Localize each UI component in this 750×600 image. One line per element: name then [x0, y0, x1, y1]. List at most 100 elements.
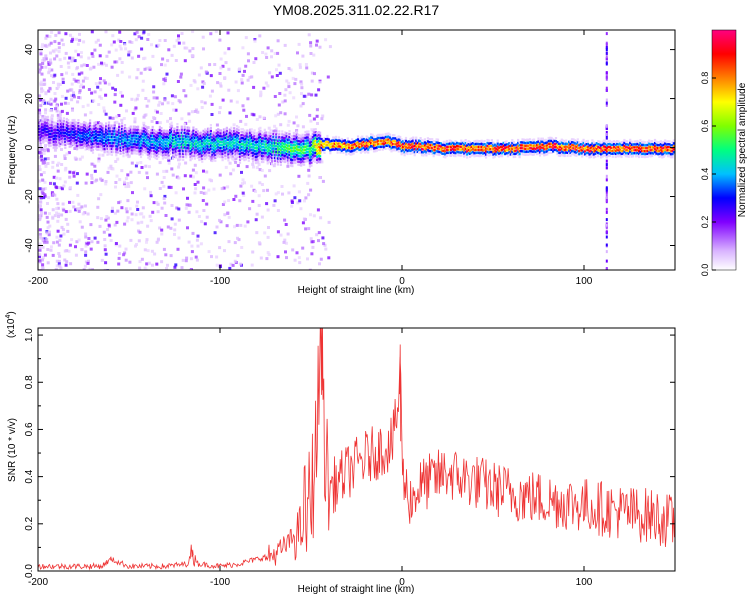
heatmap-cell — [42, 151, 46, 155]
heatmap-ridge-cell — [208, 145, 211, 148]
heatmap-ridge-cell — [307, 136, 310, 139]
heatmap-ridge-cell — [167, 154, 170, 157]
heatmap-ridge-cell — [464, 150, 467, 154]
heatmap-ridge-cell — [241, 151, 244, 154]
heatmap-ridge-cell — [256, 146, 259, 149]
heatmap-ridge-cell — [377, 145, 380, 148]
heatmap-ridge-cell — [594, 155, 597, 158]
heatmap-ridge-cell — [320, 143, 323, 147]
heatmap-cell — [147, 99, 151, 103]
heatmap-ridge-cell — [135, 131, 138, 135]
heatmap-ridge-cell — [378, 139, 381, 143]
heatmap-cell — [169, 117, 172, 121]
heatmap-ridge-cell — [659, 146, 662, 149]
heatmap-ridge-cell — [570, 152, 574, 156]
heatmap-ridge-cell — [238, 155, 242, 158]
heatmap-ridge-cell — [116, 142, 119, 145]
heatmap-ridge-cell — [665, 146, 668, 149]
heatmap-ridge-cell — [524, 144, 527, 148]
heatmap-ridge-cell — [637, 155, 641, 159]
heatmap-ridge-cell — [99, 133, 102, 137]
heatmap-ridge-cell — [320, 137, 323, 141]
heatmap-ridge-cell — [498, 152, 501, 155]
heatmap-ridge-cell — [295, 139, 298, 142]
heatmap-ridge-cell — [214, 150, 217, 153]
heatmap-cell — [90, 176, 94, 180]
heatmap-ridge-cell — [300, 152, 303, 155]
heatmap-ridge-cell — [215, 141, 218, 144]
heatmap-ridge-cell — [100, 125, 103, 129]
heatmap-ridge-cell — [406, 146, 409, 150]
heatmap-cell — [280, 185, 284, 188]
heatmap-ridge-cell — [151, 143, 154, 146]
heatmap-cell — [38, 70, 42, 74]
heatmap-ridge-cell — [538, 142, 542, 145]
heatmap-ridge-cell — [220, 147, 223, 150]
heatmap-ridge-cell — [263, 143, 266, 146]
heatmap-ridge-cell — [303, 154, 306, 157]
heatmap-ridge-cell — [444, 156, 447, 159]
heatmap-cell — [92, 99, 96, 103]
heatmap-cell — [237, 68, 241, 71]
heatmap-ridge-cell — [231, 140, 234, 143]
heatmap-ridge-cell — [349, 150, 352, 153]
heatmap-ridge-cell — [611, 155, 614, 158]
heatmap-ridge-cell — [665, 152, 668, 155]
heatmap-ridge-cell — [228, 134, 231, 137]
heatmap-cell — [255, 118, 259, 121]
heatmap-ridge-cell — [630, 152, 633, 155]
heatmap-ridge-cell — [77, 139, 80, 143]
heatmap-ridge-cell — [185, 141, 188, 144]
heatmap-cell — [245, 165, 249, 169]
heatmap-ridge-cell — [301, 142, 304, 145]
heatmap-cell — [58, 254, 62, 258]
heatmap-ridge-cell — [233, 153, 236, 156]
heatmap-cell — [38, 214, 42, 218]
heatmap-cell — [308, 268, 312, 270]
heatmap-ridge-cell — [384, 141, 387, 145]
heatmap-cell — [296, 51, 299, 55]
heatmap-ridge-cell — [482, 143, 485, 146]
heatmap-ridge-cell — [541, 140, 544, 143]
heatmap-ridge-cell — [80, 126, 83, 129]
heatmap-cell — [240, 246, 244, 249]
heatmap-ridge-cell — [72, 142, 76, 146]
heatmap-ridge-cell — [463, 152, 466, 155]
heatmap-cell — [162, 247, 166, 251]
heatmap-ridge-cell — [38, 115, 41, 119]
heatmap-ridge-cell — [648, 145, 651, 148]
heatmap-ridge-cell — [174, 132, 178, 135]
heatmap-ridge-cell — [345, 150, 348, 153]
heatmap-cell — [114, 185, 117, 189]
heatmap-cell — [43, 146, 47, 150]
heatmap-cell — [107, 152, 111, 156]
heatmap-ridge-cell — [463, 149, 466, 152]
heatmap-ridge-cell — [144, 139, 147, 143]
heatmap-ridge-cell — [247, 133, 250, 136]
heatmap-cell — [86, 103, 90, 107]
heatmap-cell — [173, 95, 177, 99]
heatmap-ridge-cell — [144, 148, 147, 151]
heatmap-ridge-cell — [59, 123, 62, 126]
heatmap-ridge-cell — [177, 140, 180, 144]
heatmap-ridge-cell — [372, 138, 376, 141]
heatmap-ridge-cell — [275, 133, 278, 136]
heatmap-ridge-cell — [217, 145, 220, 149]
heatmap-cell — [102, 106, 106, 110]
heatmap-cell — [152, 96, 156, 100]
heatmap-ridge-cell — [496, 148, 499, 151]
heatmap-ridge-cell — [636, 145, 639, 149]
heatmap-ridge-cell — [413, 153, 416, 157]
heatmap-ridge-cell — [294, 138, 297, 141]
heatmap-ridge-cell — [279, 160, 282, 164]
y-tick-label: 20 — [24, 93, 35, 105]
heatmap-ridge-cell — [121, 122, 124, 125]
heatmap-ridge-cell — [225, 147, 228, 150]
heatmap-ridge-cell — [81, 140, 84, 143]
heatmap-ridge-cell — [157, 138, 160, 141]
heatmap-ridge-cell — [359, 148, 362, 151]
heatmap-ridge-cell — [273, 150, 277, 154]
heatmap-cell — [64, 32, 68, 36]
heatmap-ridge-cell — [601, 143, 604, 146]
heatmap-ridge-cell — [48, 127, 51, 130]
